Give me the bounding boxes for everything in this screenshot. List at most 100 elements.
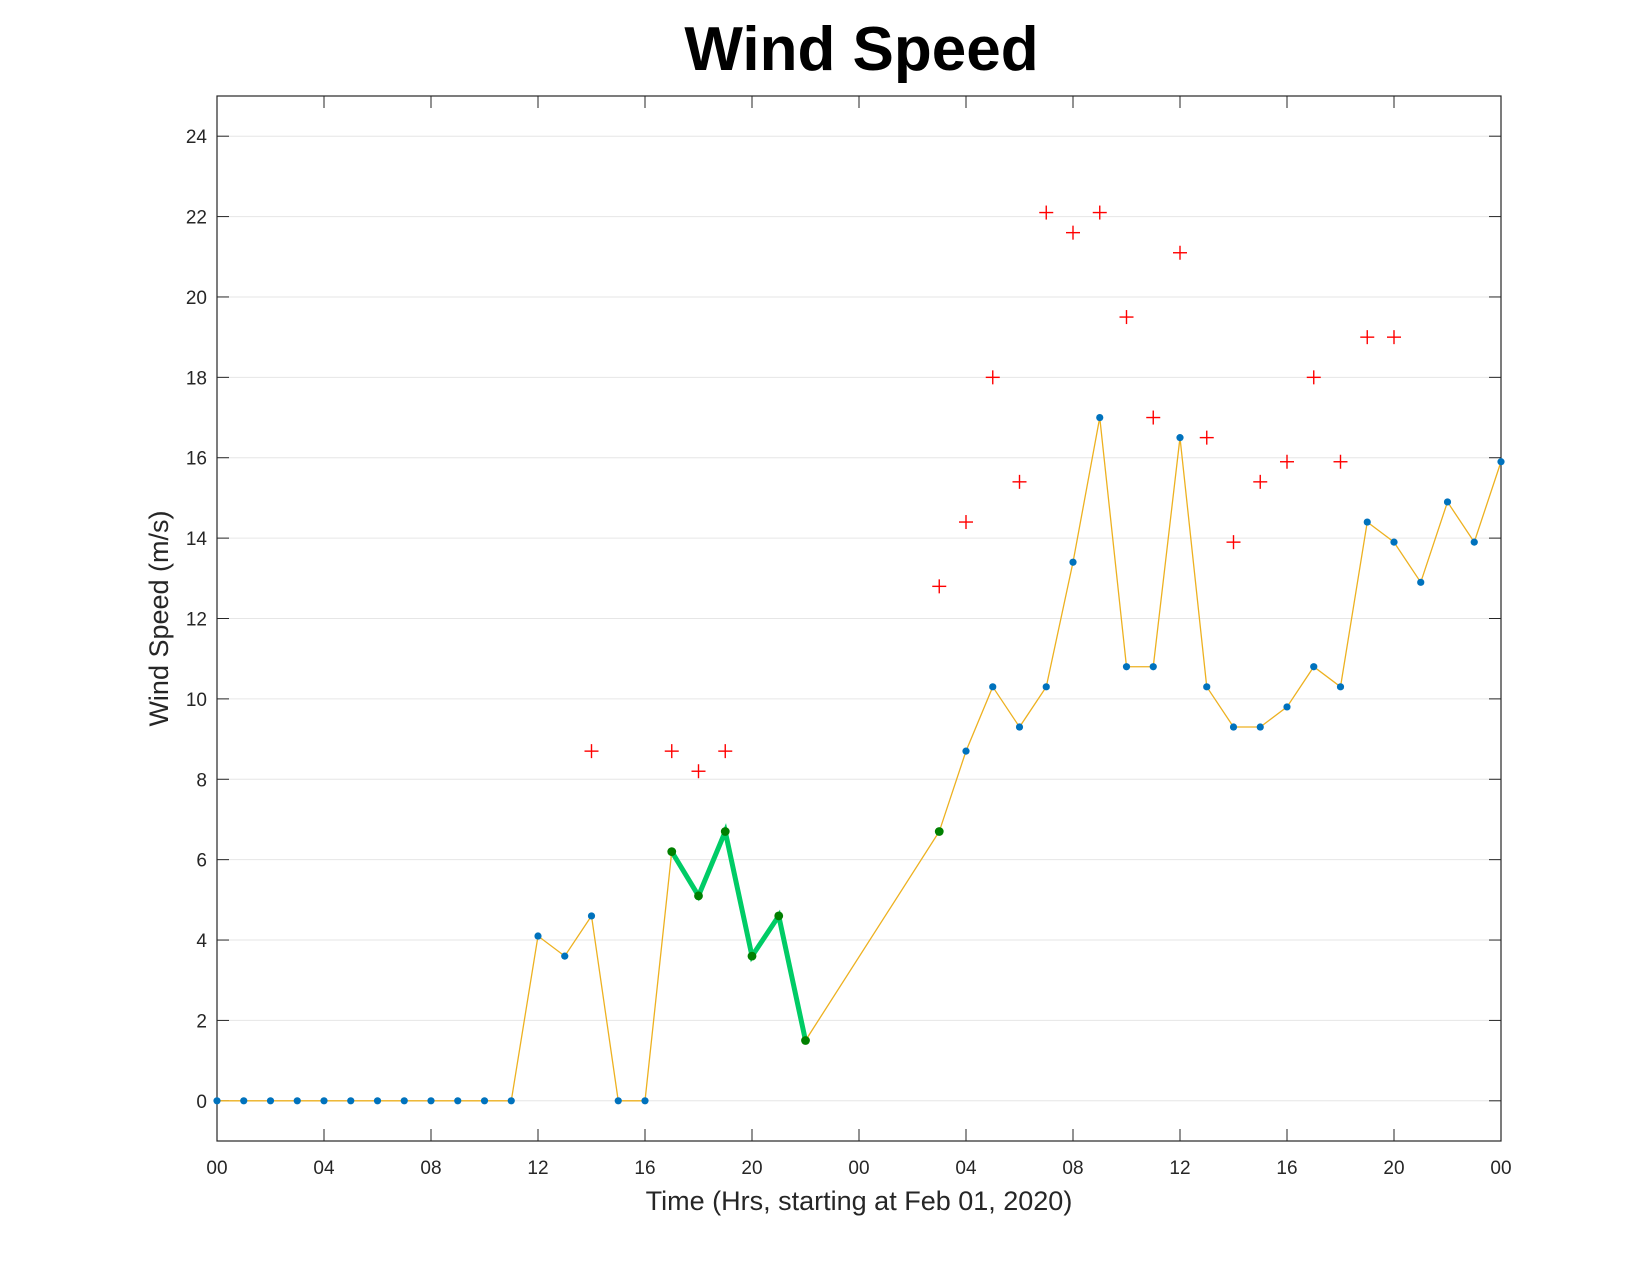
y-tick-label: 8 [196,770,207,791]
data-point [1229,723,1238,731]
highlight-line [669,823,808,1042]
data-point [1390,538,1398,546]
data-point [293,1097,301,1105]
gust-marker [1173,245,1187,260]
data-point [1069,558,1077,566]
data-point [641,1097,649,1105]
gust-marker [1066,225,1080,240]
y-tick-label: 12 [186,610,207,631]
data-point [534,932,542,940]
highlight-point [774,911,784,921]
gust-marker [1306,370,1321,385]
gust-marker [584,744,599,759]
gust-marker [1119,310,1134,325]
data-point [1336,683,1345,691]
data-point [989,683,997,691]
data-point [427,1097,435,1105]
data-point [614,1097,622,1105]
data-point [454,1097,462,1105]
y-tick-label: 10 [186,690,207,711]
x-tick-label: 08 [420,1158,441,1179]
data-point [266,1097,275,1105]
y-tick-label: 20 [186,288,207,309]
gust-marker [664,744,679,759]
highlight-point [694,891,703,901]
highlight-point [801,1036,810,1045]
y-tick-label: 22 [186,208,207,229]
data-point [1417,578,1425,586]
data-point [1283,703,1291,711]
data-point [1203,683,1211,691]
x-tick-label: 20 [741,1158,762,1179]
x-tick-label: 00 [206,1158,227,1179]
x-tick-label: 12 [1169,1158,1190,1179]
highlight-point [720,827,730,836]
data-point [240,1097,248,1105]
data-point [1256,723,1264,731]
data-point [1443,498,1452,506]
series-layer [213,205,1505,1105]
y-tick-label: 6 [196,851,207,872]
data-point [320,1097,328,1105]
gust-marker [1039,205,1054,220]
gust-marker [1333,454,1348,469]
gust-marker [1226,535,1241,550]
data-point [480,1097,489,1105]
y-tick-label: 4 [196,931,207,952]
wind-speed-line [217,417,1502,1102]
gust-marker [1012,474,1027,489]
x-tick-label: 04 [955,1158,977,1179]
data-point [1497,458,1505,466]
data-point [1310,663,1318,671]
x-tick-label: 04 [313,1158,335,1179]
x-tick-label: 12 [527,1158,548,1179]
data-point [1122,663,1131,671]
y-tick-label: 0 [196,1092,207,1113]
gust-marker [959,515,973,530]
x-tick-label: 00 [848,1158,869,1179]
chart-title: Wind Speed [684,15,1039,84]
gust-marker [1146,410,1161,425]
data-point [213,1097,221,1105]
gust-marker [985,370,1000,385]
gust-marker [718,744,733,759]
gust-marker [1253,474,1268,489]
gust-marker [691,764,706,779]
data-point [1015,723,1024,731]
x-tick-label: 08 [1062,1158,1083,1179]
data-point [587,912,596,920]
highlight-point [934,827,944,836]
gust-marker [1360,330,1375,345]
y-tick-label: 14 [186,529,208,550]
x-tick-label: 16 [634,1158,655,1179]
grid-lines [217,135,1501,1102]
y-tick-label: 18 [186,368,207,389]
data-point [1149,663,1157,671]
gust-marker [1092,205,1107,220]
data-point [507,1097,515,1105]
data-point [561,952,569,960]
data-point [962,747,970,755]
highlight-point [667,847,677,857]
gust-marker [932,579,947,594]
data-point [1096,413,1104,422]
data-point [1363,518,1371,526]
data-point [1470,538,1478,546]
data-point [1176,434,1184,442]
y-tick-label: 16 [186,449,207,470]
gust-marker [1280,454,1294,469]
data-point [400,1097,408,1105]
y-axis-label: Wind Speed (m/s) [144,510,174,726]
data-point [1042,683,1050,691]
gust-marker [1199,430,1214,445]
y-tick-label: 2 [196,1011,207,1032]
data-point [373,1097,382,1105]
x-tick-label: 16 [1276,1158,1297,1179]
x-axis-label: Time (Hrs, starting at Feb 01, 2020) [646,1186,1073,1216]
data-point [347,1097,355,1105]
gust-marker [1387,330,1401,345]
x-tick-label: 00 [1490,1158,1511,1179]
x-tick-label: 20 [1383,1158,1404,1179]
